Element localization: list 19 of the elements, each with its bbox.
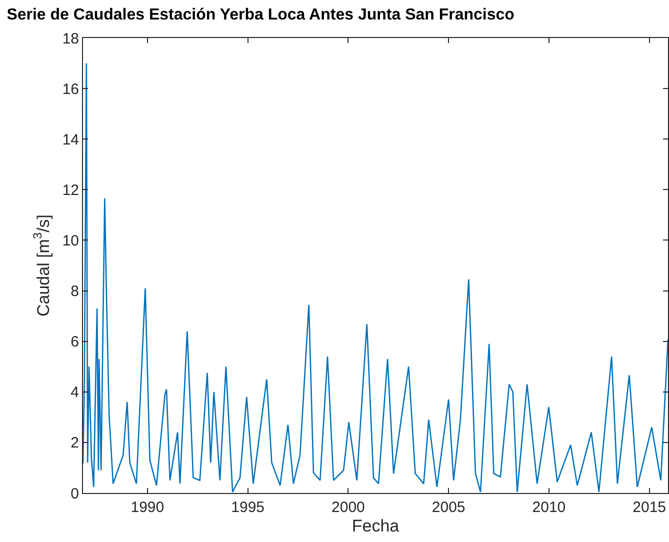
y-tick-label: 8 [70, 283, 79, 300]
y-tick-label: 16 [62, 80, 79, 98]
x-tick-label: 2005 [432, 499, 466, 516]
x-tick-label: 2015 [632, 499, 666, 516]
line-series [83, 62, 668, 493]
x-tick-label: 2010 [532, 499, 566, 516]
y-tick-label: 4 [70, 384, 79, 402]
x-tick-label: 2000 [332, 499, 365, 516]
x-tick-label: 1995 [231, 499, 265, 516]
x-tick-label: 1990 [130, 499, 164, 516]
x-axis-title: Fecha [352, 516, 400, 536]
y-tick-label: 14 [62, 131, 79, 148]
y-tick-label: 12 [62, 182, 79, 199]
y-tick-label: 10 [62, 232, 79, 250]
y-tick-label: 6 [70, 334, 79, 351]
y-tick-label: 2 [70, 434, 79, 452]
y-tick-label: 18 [62, 30, 79, 48]
y-tick-label: 0 [70, 485, 79, 502]
chart-title: Serie de Caudales Estación Yerba Loca Antes Junta San Francisco [6, 6, 515, 24]
